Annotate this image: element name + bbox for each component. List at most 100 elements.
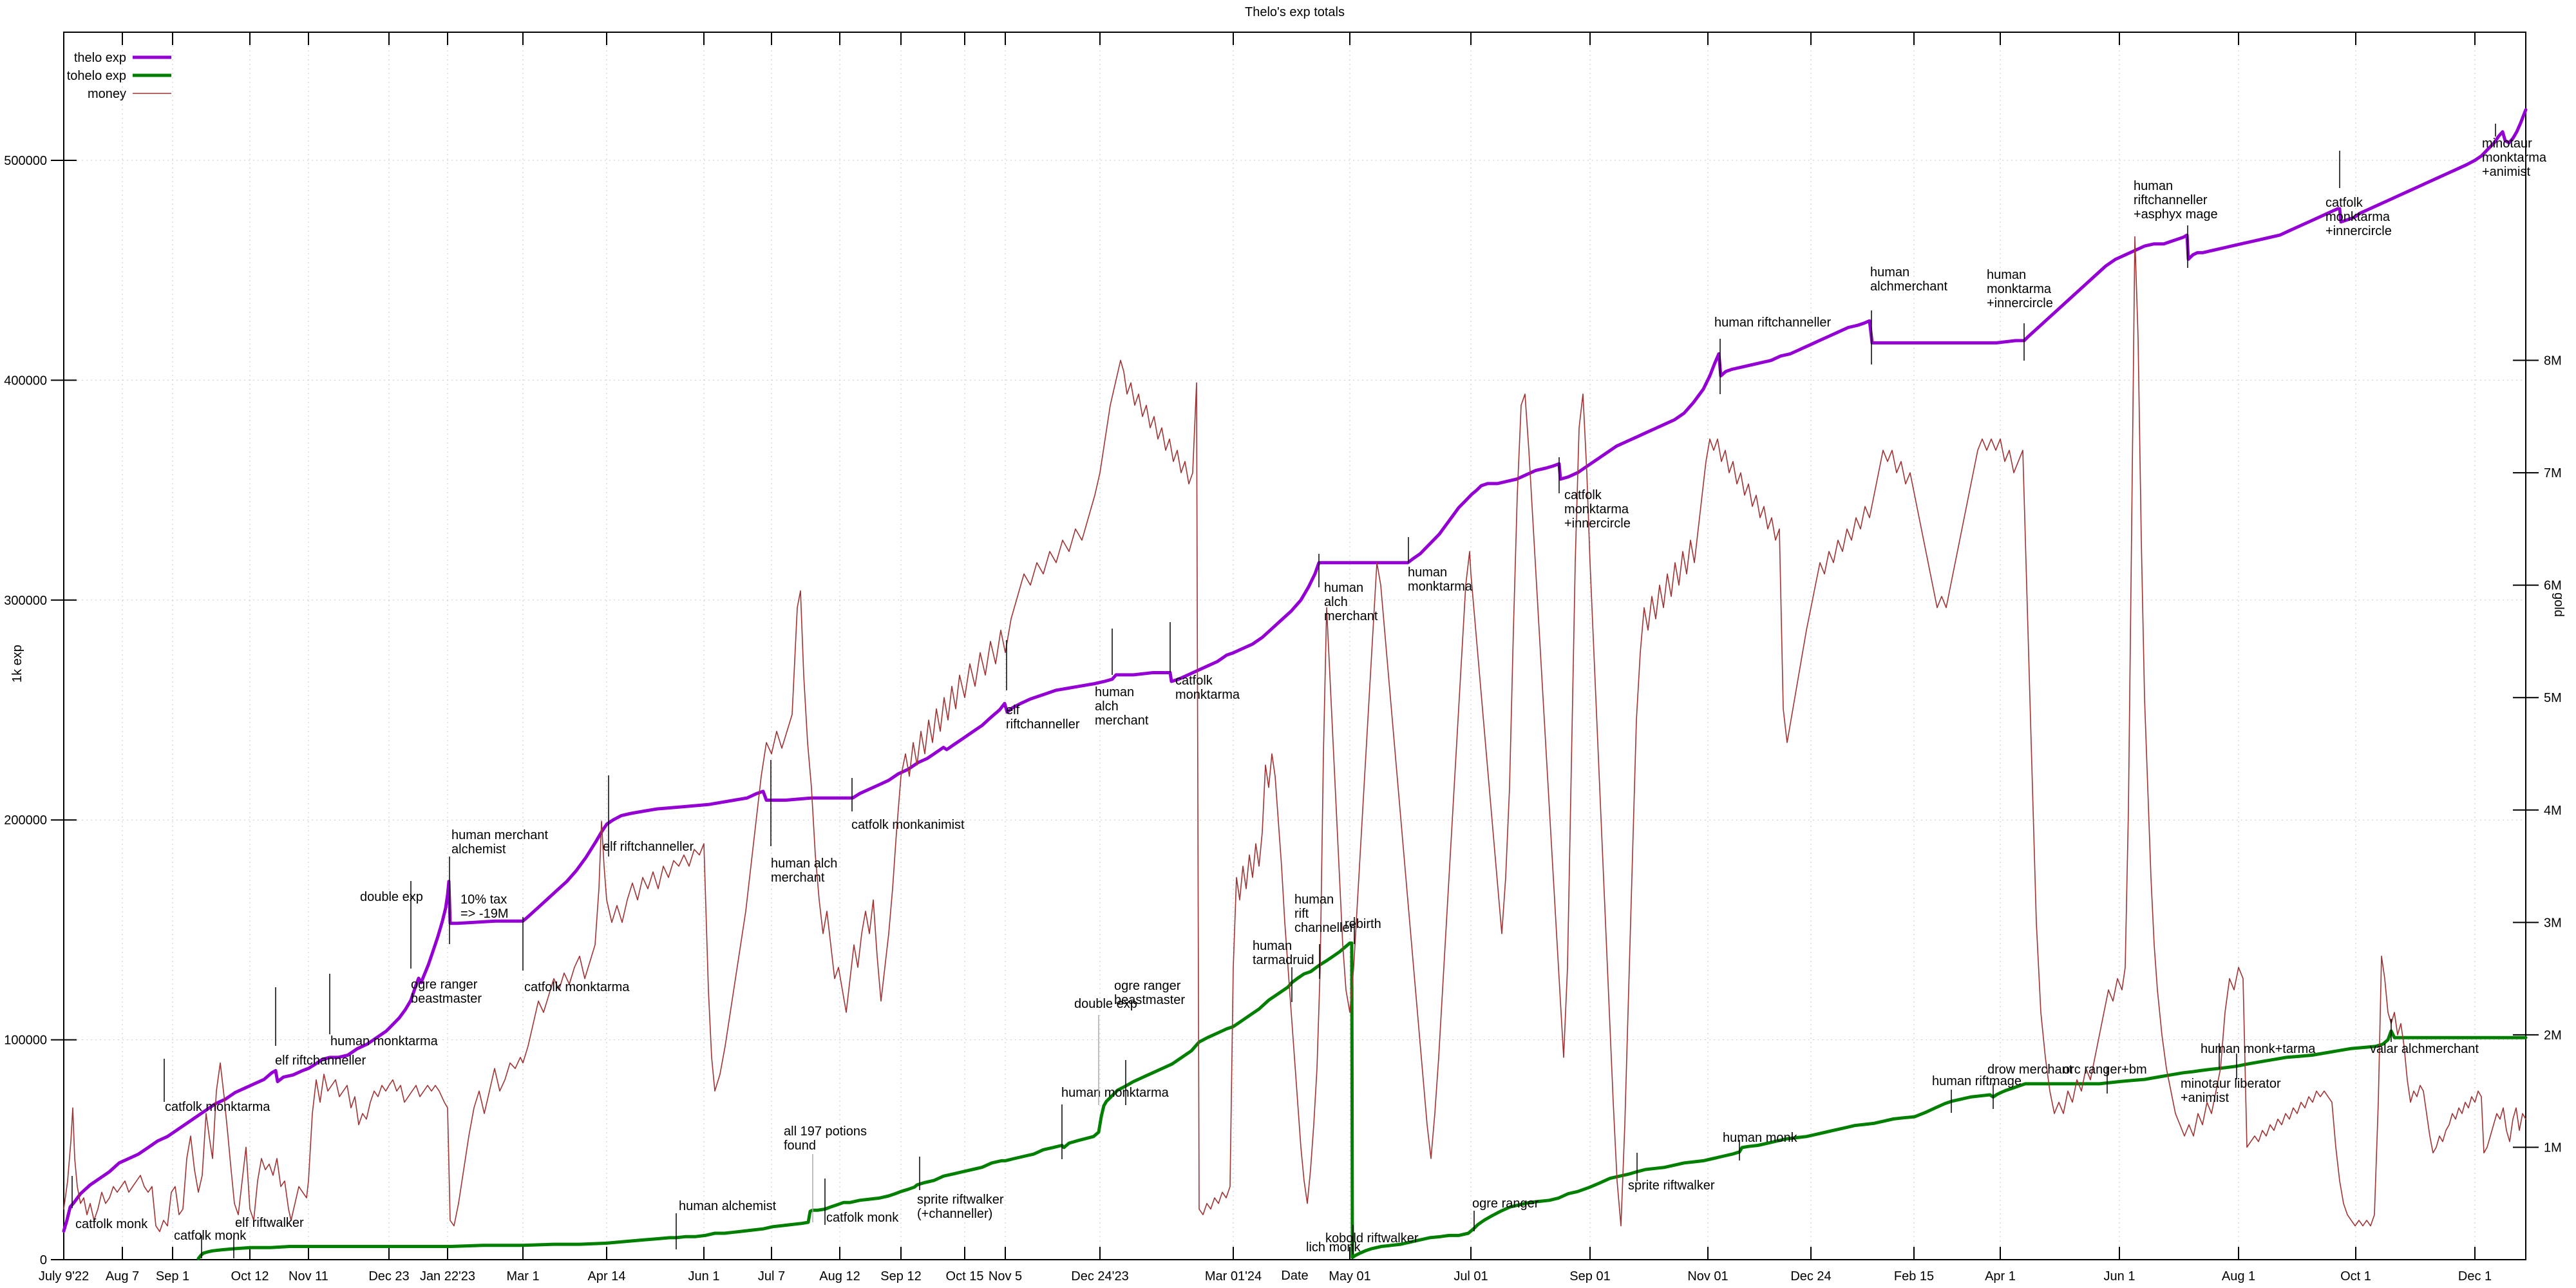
annotation-label-human-merchant-alchemist: human merchant bbox=[451, 828, 549, 842]
x-tick-label: Aug 12 bbox=[819, 1269, 860, 1283]
x-tick-label: Feb 15 bbox=[1894, 1269, 1934, 1283]
plot-border bbox=[63, 32, 2526, 1260]
y-left-tick-label: 400000 bbox=[4, 374, 47, 388]
annotation-label-human-monktarma-innercircle: human bbox=[1987, 268, 2026, 282]
annotation-label-catfolk-monktarma-2: catfolk monktarma bbox=[524, 980, 630, 994]
annotation-label-elf-riftwalker: elf riftwalker bbox=[235, 1216, 304, 1230]
annotation-label-minotaur-monktarma-animist: monktarma bbox=[2482, 151, 2547, 165]
x-tick-label: Dec 23 bbox=[368, 1269, 409, 1283]
annotation-label-human-alch-merchant-3: human bbox=[1324, 581, 1363, 595]
annotation-label-valar-alchmerchant: valar alchmerchant bbox=[2370, 1042, 2479, 1056]
x-tick-label: Jan 22'23 bbox=[420, 1269, 475, 1283]
y-right-axis-title: gold bbox=[2552, 592, 2566, 617]
annotation-label-human-alchmerchant: human bbox=[1870, 265, 1909, 279]
y-right-tick-label: 5M bbox=[2544, 691, 2562, 705]
y-right-tick-label: 3M bbox=[2544, 916, 2562, 930]
annotation-label-double-exp-2: double exp bbox=[1074, 997, 1137, 1011]
y-left-tick-label: 0 bbox=[40, 1253, 47, 1267]
x-tick-label: Mar 1 bbox=[506, 1269, 539, 1283]
annotation-label-human-alch-merchant-1: merchant bbox=[771, 871, 825, 885]
x-tick-label: Sep 01 bbox=[1569, 1269, 1610, 1283]
annotation-label-human-alch-merchant-2: alch bbox=[1095, 699, 1119, 714]
annotation-label-human-monktarma-innercircle: monktarma bbox=[1987, 282, 2052, 296]
annotation-label-human-riftchanneller-asphyx: human bbox=[2134, 179, 2173, 193]
annotation-label-human-alch-merchant-3: alch bbox=[1324, 595, 1348, 609]
annotation-label-human-tarmadruid: tarmadruid bbox=[1253, 953, 1314, 967]
annotation-label-catfolk-monk-1: catfolk monk bbox=[75, 1217, 148, 1231]
annotation-label-human-alch-merchant-3: merchant bbox=[1324, 609, 1378, 623]
x-tick-label: Oct 1 bbox=[2340, 1269, 2371, 1283]
y-right-tick-label: 8M bbox=[2544, 354, 2562, 368]
annotation-label-human-alchmerchant: alchmerchant bbox=[1870, 279, 1948, 294]
annotation-label-catfolk-monktarma-innercircle-2: catfolk bbox=[2325, 196, 2363, 210]
annotation-label-drow-merchant: drow merchant bbox=[1987, 1063, 2073, 1077]
x-tick-label: May 01 bbox=[1329, 1269, 1371, 1283]
series-money bbox=[63, 236, 2526, 1233]
x-tick-label: Dec 24'23 bbox=[1071, 1269, 1128, 1283]
x-tick-label: Nov 5 bbox=[989, 1269, 1022, 1283]
y-right-tick-label: 6M bbox=[2544, 579, 2562, 593]
x-tick-label: Dec 24 bbox=[1790, 1269, 1831, 1283]
series-tohelo-exp bbox=[196, 941, 2528, 1260]
x-tick-label: Nov 11 bbox=[289, 1269, 328, 1283]
annotation-label-catfolk-monk-2: catfolk monk bbox=[174, 1229, 247, 1243]
y-left-tick-label: 200000 bbox=[4, 813, 47, 828]
chart-title: Thelo's exp totals bbox=[1244, 5, 1345, 19]
annotation-label-lich-monk: lich monk bbox=[1306, 1240, 1361, 1255]
annotation-label-catfolk-monktarma-3: catfolk bbox=[1175, 674, 1213, 688]
annotation-label-human-monktarma-1: human monktarma bbox=[330, 1034, 439, 1048]
annotation-label-orc-ranger-bm: orc ranger+bm bbox=[2063, 1063, 2147, 1077]
y-left-tick-label: 100000 bbox=[4, 1034, 47, 1048]
annotation-label-human-monk-tarma: human monk+tarma bbox=[2201, 1042, 2316, 1056]
x-tick-label: Oct 15 bbox=[946, 1269, 984, 1283]
annotation-label-human-monktarma-2: human bbox=[1408, 565, 1447, 580]
annotation-label-sprite-riftwalker-channeller: sprite riftwalker bbox=[917, 1193, 1004, 1207]
x-tick-label: Oct 12 bbox=[231, 1269, 269, 1283]
annotation-label-elf-riftchanneller-2: elf riftchanneller bbox=[603, 840, 694, 854]
annotation-label-catfolk-monk-3: catfolk monk bbox=[826, 1211, 899, 1225]
annotation-label-minotaur-liberator-animist: minotaur liberator bbox=[2181, 1077, 2281, 1091]
annotation-label-human-alch-merchant-1: human alch bbox=[771, 857, 837, 871]
annotation-label-human-monktarma-2: monktarma bbox=[1408, 580, 1473, 594]
x-tick-label: Apr 1 bbox=[1985, 1269, 2016, 1283]
annotation-label-double-exp-1: double exp bbox=[360, 890, 423, 904]
annotation-label-human-alchemist: human alchemist bbox=[679, 1199, 777, 1213]
y-left-tick-label: 500000 bbox=[4, 154, 47, 168]
annotation-label-human-monktarma-green: human monktarma bbox=[1061, 1086, 1170, 1100]
annotation-label-all-potions-found: all 197 potions bbox=[784, 1124, 867, 1139]
y-left-tick-label: 300000 bbox=[4, 594, 47, 608]
annotation-label-ogre-ranger-beastmaster-2: beastmaster bbox=[1114, 993, 1185, 1007]
annotation-label-sprite-riftwalker-channeller: (+channeller) bbox=[917, 1207, 992, 1221]
annotation-label-ogre-ranger-beastmaster-2: ogre ranger bbox=[1114, 979, 1181, 993]
annotation-label-minotaur-monktarma-animist: minotaur bbox=[2482, 137, 2532, 151]
annotation-label-tax-note: => -19M bbox=[460, 907, 508, 921]
annotation-label-elf-riftchanneller-3: elf bbox=[1006, 703, 1020, 717]
x-tick-label: Apr 14 bbox=[588, 1269, 626, 1283]
annotation-label-minotaur-monktarma-animist: +animist bbox=[2482, 165, 2530, 179]
annotation-label-human-riftmage: human riftmage bbox=[1932, 1074, 2022, 1088]
legend-label-thelo-exp: thelo exp bbox=[74, 51, 126, 65]
annotation-label-catfolk-monkanimist: catfolk monkanimist bbox=[851, 818, 965, 832]
annotation-label-human-monk: human monk bbox=[1723, 1131, 1798, 1145]
series-thelo-exp bbox=[62, 108, 2528, 1233]
x-tick-label: Nov 01 bbox=[1687, 1269, 1728, 1283]
annotation-label-elf-riftchanneller-3: riftchanneller bbox=[1006, 717, 1080, 732]
annotation-label-human-monktarma-innercircle: +innercircle bbox=[1987, 296, 2053, 310]
annotation-label-sprite-riftwalker: sprite riftwalker bbox=[1628, 1179, 1715, 1193]
x-tick-label: Mar 01'24 bbox=[1205, 1269, 1262, 1283]
annotation-label-human-alch-merchant-2: human bbox=[1095, 685, 1134, 699]
annotation-label-catfolk-monktarma-innercircle-1: +innercircle bbox=[1564, 516, 1631, 531]
annotation-label-catfolk-monktarma-innercircle-2: monktarma bbox=[2325, 210, 2391, 224]
annotation-label-catfolk-monktarma-innercircle-1: monktarma bbox=[1564, 502, 1629, 516]
annotation-label-catfolk-monktarma-3: monktarma bbox=[1175, 688, 1240, 702]
x-tick-label: Jun 1 bbox=[688, 1269, 720, 1283]
annotation-label-catfolk-monktarma-innercircle-2: +innercircle bbox=[2325, 224, 2392, 238]
annotation-label-human-rift-channeller: human bbox=[1294, 893, 1334, 907]
x-tick-label: Sep 1 bbox=[156, 1269, 189, 1283]
y-right-tick-label: 7M bbox=[2544, 466, 2562, 480]
y-left-axis-title: 1k exp bbox=[10, 645, 24, 683]
y-right-tick-label: 2M bbox=[2544, 1028, 2562, 1043]
x-tick-label: Sep 12 bbox=[880, 1269, 921, 1283]
annotation-label-human-rift-channeller: rift bbox=[1294, 907, 1309, 921]
